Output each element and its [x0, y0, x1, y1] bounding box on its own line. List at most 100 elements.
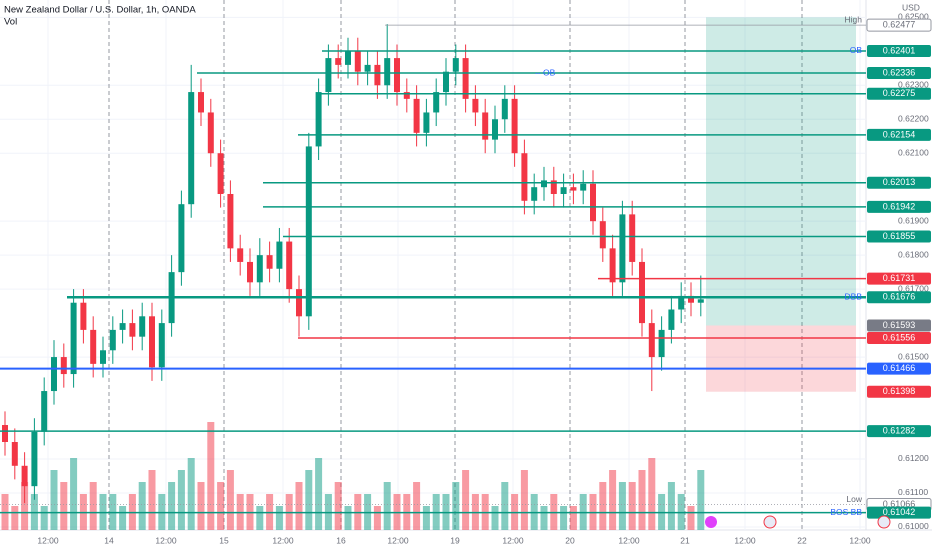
candle-body — [276, 241, 283, 269]
candle-body — [492, 119, 498, 140]
candle-body — [217, 153, 224, 194]
candle-body — [149, 316, 155, 368]
x-tick-label: 12:00 — [155, 535, 177, 545]
candle-body — [335, 58, 342, 65]
volume-bar — [207, 422, 215, 530]
price-label-box — [867, 44, 931, 57]
y-tick-label: 0.62100 — [898, 147, 929, 157]
price-label-box — [867, 128, 931, 141]
volume-bar — [197, 482, 205, 530]
candle-body — [198, 92, 204, 113]
price-label-box — [867, 319, 931, 332]
event-icon[interactable] — [705, 516, 717, 528]
price-label-box — [867, 67, 931, 80]
candle-body — [207, 112, 214, 154]
level-text: -- OB — [535, 67, 556, 77]
x-tick-label: 12:00 — [849, 535, 871, 545]
x-tick-label: 12:00 — [272, 535, 294, 545]
candle-body — [668, 309, 675, 330]
x-tick-label: 12:00 — [502, 535, 524, 545]
x-tick-label: 12:00 — [387, 535, 409, 545]
x-tick-label: 16 — [336, 535, 346, 545]
volume-bar — [148, 470, 156, 530]
candle-body — [345, 51, 351, 65]
volume-bar — [569, 506, 577, 530]
candle-body — [315, 92, 322, 147]
volume-bar — [295, 482, 303, 530]
x-tick-label: 15 — [219, 535, 229, 545]
candle-body — [2, 425, 8, 443]
flag-icon[interactable] — [763, 515, 777, 529]
candle-body — [286, 241, 293, 290]
volume-bar — [462, 470, 470, 530]
volume-bar — [70, 458, 78, 530]
price-label: 0.61066 — [883, 499, 916, 509]
price-label-box — [867, 291, 931, 304]
volume-bar — [638, 470, 646, 530]
volume-bar — [452, 482, 460, 530]
candle-body — [90, 329, 97, 364]
candle-body — [423, 112, 430, 133]
flag-icon[interactable] — [877, 515, 891, 529]
candle-body — [256, 255, 263, 283]
volume-bar — [560, 506, 568, 530]
level-text: High — [845, 14, 863, 24]
volume-bar — [256, 506, 264, 530]
volume-bar — [383, 482, 391, 530]
candle-body — [51, 357, 57, 392]
candle-body — [521, 153, 528, 201]
candle-body — [237, 248, 244, 262]
volume-bar — [628, 482, 636, 530]
candle-body — [462, 58, 469, 99]
price-label: 0.62336 — [883, 67, 916, 77]
price-label-box — [867, 385, 931, 398]
volume-bar — [599, 482, 607, 530]
candle-body — [452, 58, 459, 72]
price-label: 0.61676 — [883, 292, 916, 302]
volume-bar — [334, 482, 342, 530]
candle-body — [580, 183, 587, 191]
volume-bar — [21, 482, 29, 530]
candle-body — [109, 329, 116, 351]
volume-bar — [315, 458, 323, 530]
x-tick-label: 12:00 — [618, 535, 640, 545]
volume-bar — [344, 506, 352, 530]
y-tick-label: 0.61000 — [898, 521, 929, 531]
candle-body — [658, 329, 665, 358]
candle-body — [11, 442, 18, 466]
candle-body — [688, 295, 694, 303]
price-label: 0.62154 — [883, 129, 916, 139]
y-tick-label: 0.62300 — [898, 80, 929, 90]
price-label: 0.61042 — [883, 507, 916, 517]
candle-body — [482, 112, 489, 140]
x-tick-label: 19 — [450, 535, 460, 545]
back-layer — [0, 0, 866, 530]
price-label-box — [867, 176, 931, 189]
candle-body — [364, 64, 371, 72]
candle-body — [433, 92, 440, 113]
candle-body — [639, 261, 645, 324]
candle-body — [139, 316, 146, 337]
volume-bar — [687, 506, 695, 530]
candle-body — [678, 295, 685, 310]
volume-bar — [667, 482, 675, 530]
price-label-box — [867, 272, 931, 285]
volume-bar — [187, 458, 195, 530]
price-label: 0.62013 — [883, 177, 916, 187]
volume-bar — [119, 506, 127, 530]
price-label-box — [867, 200, 931, 213]
candle-body — [629, 214, 636, 262]
candle-body — [31, 431, 38, 487]
candle-body — [609, 248, 616, 283]
x-tick-label: 22 — [797, 535, 807, 545]
volume-bar — [373, 506, 381, 530]
volume-bar — [491, 506, 499, 530]
x-tick-label: 21 — [680, 535, 690, 545]
volume-label: Vol — [4, 17, 17, 28]
stop-loss-zone — [706, 325, 856, 392]
candle-body — [443, 71, 449, 93]
y-tick-label: 0.61500 — [898, 351, 929, 361]
volume-bar — [609, 470, 617, 530]
price-label: 0.61398 — [883, 386, 916, 396]
candle-body — [648, 323, 655, 358]
